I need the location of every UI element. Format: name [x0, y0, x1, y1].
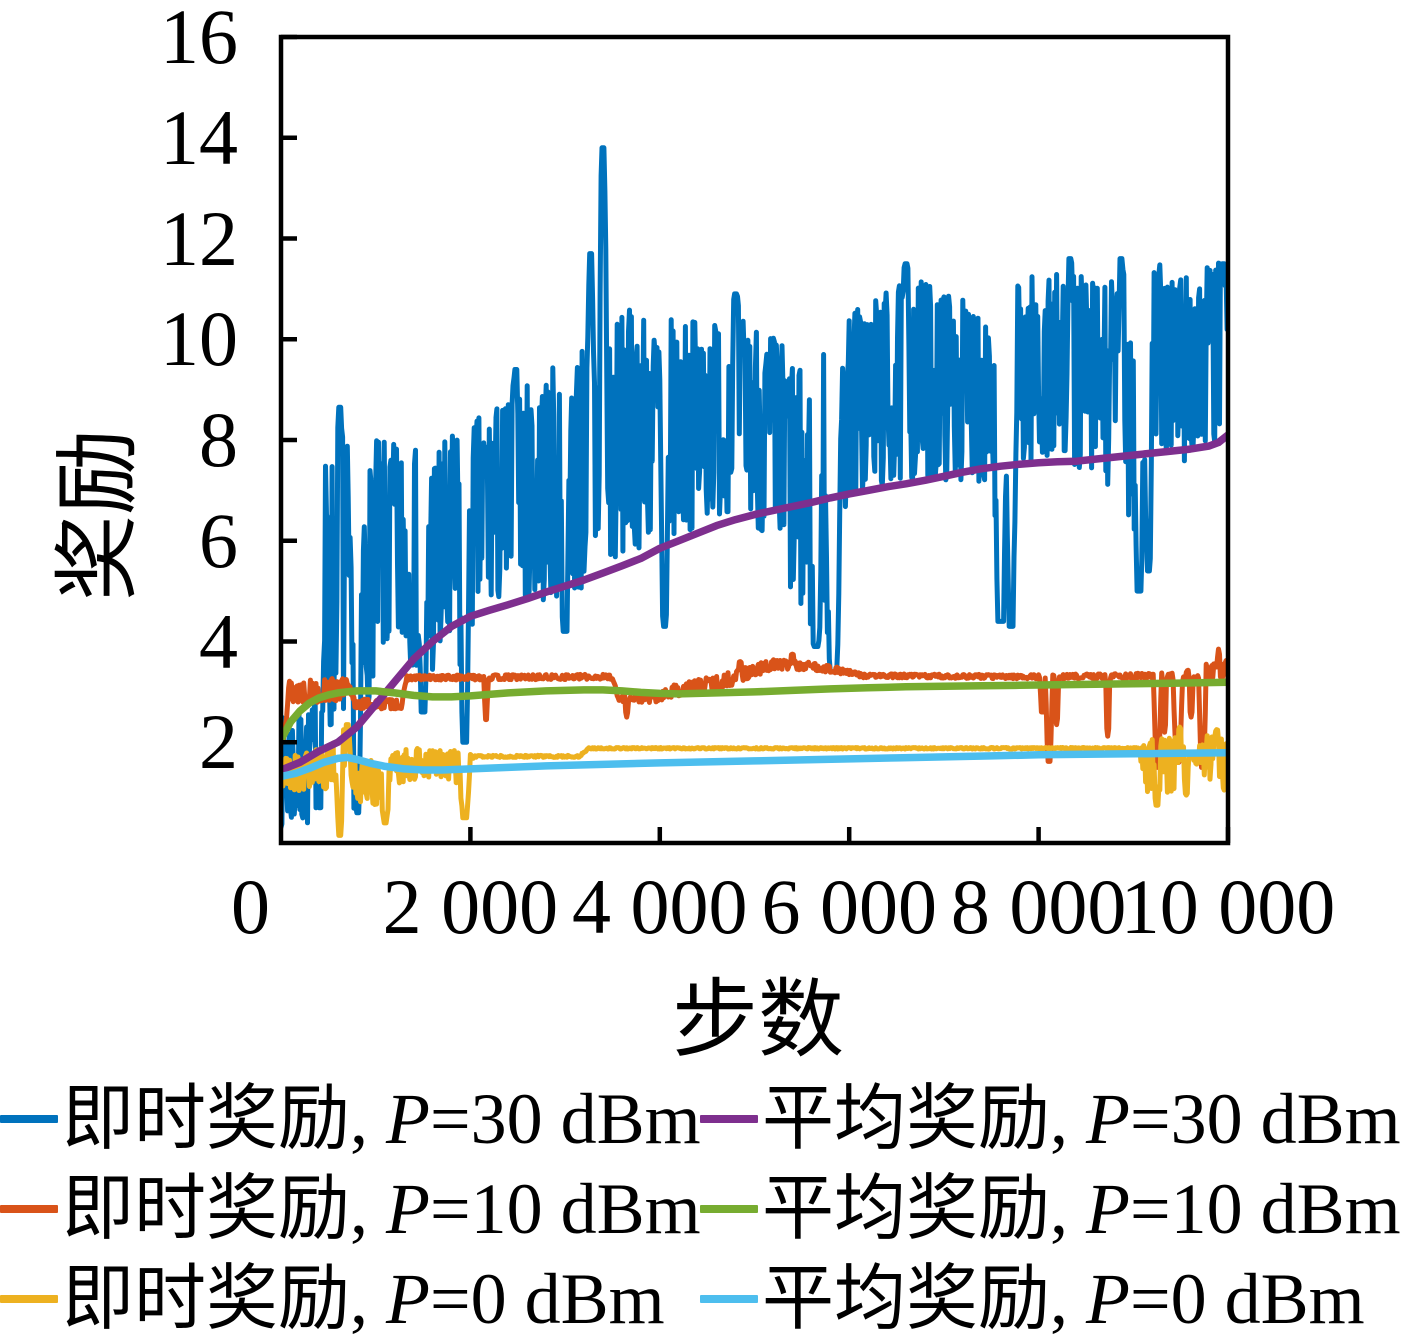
legend-line-swatch-blue: [0, 1115, 58, 1123]
legend-label-cn: 即时奖励,: [62, 1169, 387, 1249]
legend-label-cn: 平均奖励,: [762, 1079, 1087, 1159]
y-tick-label: 2: [199, 698, 238, 786]
legend-label-value: =0 dBm: [1130, 1259, 1365, 1339]
series-line-2: [281, 646, 1228, 770]
origin-tick-label: 0: [231, 863, 270, 950]
legend-label-value: =30 dBm: [430, 1079, 701, 1159]
x-tick-label: 8 000: [950, 863, 1127, 950]
y-tick-label: 8: [199, 396, 238, 483]
legend-line-swatch-orange: [0, 1205, 58, 1213]
legend-label-cn: 即时奖励,: [62, 1079, 387, 1159]
legend-label-cn: 平均奖励,: [762, 1169, 1087, 1249]
legend-line-swatch-green: [700, 1205, 758, 1213]
x-tick-label: 4 000: [572, 863, 748, 950]
series-line-4: [281, 722, 1228, 838]
x-axis-title: 步数: [672, 972, 844, 1068]
y-tick-label: 6: [199, 496, 238, 584]
y-tick-label: 4: [199, 597, 238, 685]
legend-item-instant-0dbm: 即时奖励, P=0 dBm: [0, 1258, 700, 1340]
y-tick-label: 16: [160, 0, 238, 80]
legend-line-swatch-cyan: [700, 1295, 758, 1303]
y-tick-label: 12: [160, 194, 238, 282]
legend-label-symbol: P: [1086, 1079, 1130, 1159]
legend-item-average-10dbm: 平均奖励, P=10 dBm: [700, 1168, 1417, 1250]
series-line-3: [281, 678, 1228, 744]
legend-item-average-30dbm: 平均奖励, P=30 dBm: [700, 1078, 1417, 1160]
legend-label: 平均奖励, P=10 dBm: [762, 1169, 1401, 1249]
legend-label: 平均奖励, P=30 dBm: [762, 1079, 1401, 1159]
legend-label-value: =30 dBm: [1130, 1079, 1401, 1159]
legend-label-symbol: P: [386, 1169, 430, 1249]
legend-label-symbol: P: [386, 1079, 430, 1159]
legend-line-swatch-yellow: [0, 1295, 58, 1303]
series-line-1: [281, 431, 1228, 774]
y-tick-label: 10: [160, 295, 238, 383]
series-lines: [281, 145, 1228, 838]
legend-label-value: =0 dBm: [430, 1259, 665, 1339]
legend-item-instant-30dbm: 即时奖励, P=30 dBm: [0, 1078, 701, 1160]
legend-label-symbol: P: [1086, 1169, 1130, 1249]
legend-label-value: =10 dBm: [430, 1169, 701, 1249]
legend-label-cn: 平均奖励,: [762, 1259, 1087, 1339]
legend-line-swatch-purple: [700, 1115, 758, 1123]
series-line-5: [281, 749, 1228, 781]
legend-label: 即时奖励, P=0 dBm: [62, 1259, 665, 1339]
series-line-0: [281, 145, 1228, 830]
legend-item-instant-10dbm: 即时奖励, P=10 dBm: [0, 1168, 701, 1250]
legend: 即时奖励, P=30 dBm 平均奖励, P=30 dBm 即时奖励, P=10…: [0, 1078, 1417, 1340]
legend-label: 即时奖励, P=30 dBm: [62, 1079, 701, 1159]
legend-item-average-0dbm: 平均奖励, P=0 dBm: [700, 1258, 1417, 1340]
legend-label-value: =10 dBm: [1130, 1169, 1401, 1249]
x-tick-label: 6 000: [761, 863, 937, 950]
legend-label: 即时奖励, P=10 dBm: [62, 1169, 701, 1249]
legend-label-cn: 即时奖励,: [62, 1259, 387, 1339]
x-tick-label: 2 000: [382, 863, 559, 950]
y-tick-label: 14: [160, 93, 238, 181]
legend-label: 平均奖励, P=0 dBm: [762, 1259, 1365, 1339]
legend-label-symbol: P: [1086, 1259, 1130, 1339]
x-tick-label: 10 000: [1120, 863, 1336, 950]
y-axis-title: 奖励: [50, 429, 146, 601]
plot-box-spines: [278, 34, 1231, 846]
legend-label-symbol: P: [386, 1259, 430, 1339]
